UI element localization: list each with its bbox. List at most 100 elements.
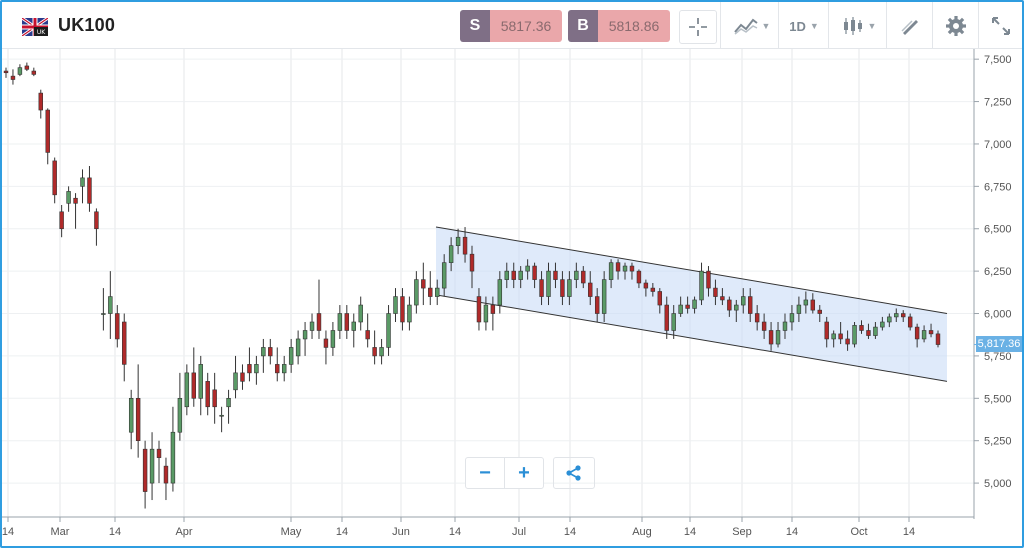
candle-body <box>866 330 871 336</box>
y-axis-tick-label: 7,250 <box>984 97 1012 109</box>
trend-channel-upper-line <box>435 226 948 315</box>
fullscreen-button[interactable] <box>986 10 1016 42</box>
candle-body <box>887 316 892 323</box>
candle-body <box>678 304 683 314</box>
candle-body <box>455 236 461 246</box>
candle-body <box>775 330 781 345</box>
candle-body <box>128 398 134 433</box>
candle-body <box>539 279 544 297</box>
candle-body <box>560 279 565 297</box>
y-axis-tick-label: 5,250 <box>984 436 1012 448</box>
candle-body <box>490 304 496 314</box>
candle-body <box>316 313 322 331</box>
sell-price: 5817.36 <box>490 10 562 42</box>
price-chart[interactable]: 7,500 7,250 7,000 6,750 6,500 6,250 6,000 5,750… <box>2 49 1022 546</box>
candle-body <box>657 291 663 306</box>
candle-body <box>149 448 155 484</box>
expand-icon <box>992 17 1010 35</box>
crosshair-icon <box>689 18 707 36</box>
candle-body <box>553 270 558 280</box>
candle-body <box>379 347 384 357</box>
last-price-label: 5,817.36 <box>976 336 1022 352</box>
candle-body <box>483 304 489 323</box>
candle-body <box>859 325 864 331</box>
toolbar-divider <box>978 2 979 48</box>
x-axis-tick-label: 14 <box>786 526 798 538</box>
candle-body <box>323 338 329 348</box>
candle-body <box>650 287 656 292</box>
x-axis-tick-label: Oct <box>850 526 867 538</box>
candle-body <box>532 265 537 280</box>
candle-body <box>205 381 210 408</box>
crosshair-button[interactable] <box>679 10 717 44</box>
buy-price: 5818.86 <box>598 10 670 42</box>
y-axis-tick-label: 6,750 <box>984 181 1012 193</box>
gear-icon <box>946 16 966 36</box>
candle-body <box>914 326 920 340</box>
x-axis-tick-label: Mar <box>51 526 70 538</box>
candle-body <box>685 304 690 309</box>
candle-body <box>768 330 774 345</box>
candle-body <box>59 211 64 230</box>
candle-body <box>414 279 419 306</box>
candle-body <box>699 270 704 301</box>
candle-body <box>817 309 822 314</box>
x-axis-tick-label: 14 <box>903 526 915 538</box>
trend-channel-fill <box>436 227 947 382</box>
y-axis-tick-label: 6,000 <box>984 309 1012 321</box>
candle-body <box>643 282 649 289</box>
chart-type-button[interactable]: ▼ <box>838 10 880 42</box>
share-button[interactable] <box>553 457 595 489</box>
candle-body <box>629 265 635 272</box>
candle-body <box>421 279 426 289</box>
x-axis-tick-label: 14 <box>564 526 576 538</box>
indicators-button[interactable]: ▼ <box>730 10 774 42</box>
candle-body <box>198 364 203 399</box>
y-axis-tick-label: 5,500 <box>984 393 1012 405</box>
candle-body <box>261 347 266 357</box>
drawing-tools-button[interactable] <box>894 10 926 42</box>
toolbar-divider <box>778 2 779 48</box>
candle-body <box>393 296 398 314</box>
candle-body <box>212 389 217 408</box>
timeframe-label: 1D <box>789 18 806 34</box>
sell-button[interactable]: S 5817.36 <box>460 10 562 42</box>
candle-body <box>894 313 899 318</box>
candle-body <box>803 299 809 306</box>
candle-body <box>497 279 503 306</box>
candle-body <box>747 296 753 314</box>
candle-body <box>163 465 169 484</box>
x-axis-tick-label: 14 <box>336 526 348 538</box>
timeframe-button[interactable]: 1D ▼ <box>786 10 822 42</box>
y-axis-tick-label: 5,750 <box>984 351 1012 363</box>
svg-text:UK: UK <box>37 29 46 36</box>
x-axis-tick-label: 14 <box>2 526 14 538</box>
candle-body <box>671 313 676 331</box>
candle-body <box>469 253 475 272</box>
zoom-in-button[interactable]: + <box>504 458 543 488</box>
candle-body <box>567 279 572 297</box>
candle-body <box>52 160 57 196</box>
buy-button[interactable]: B 5818.86 <box>568 10 670 42</box>
candle-body <box>713 287 718 297</box>
candle-body <box>337 313 343 331</box>
zoom-out-button[interactable]: − <box>479 461 491 484</box>
candle-body <box>219 414 224 417</box>
candle-body <box>706 270 711 289</box>
candle-body <box>873 326 878 336</box>
settings-button[interactable] <box>940 10 972 42</box>
candle-body <box>351 321 356 331</box>
candle-body <box>142 448 148 492</box>
candle-body <box>358 304 363 323</box>
candle-body <box>31 70 37 75</box>
x-axis-tick-label: 14 <box>109 526 121 538</box>
candle-body <box>3 70 9 74</box>
candle-body <box>184 372 190 408</box>
candle-body <box>838 333 843 340</box>
chevron-down-icon: ▼ <box>809 21 819 31</box>
candle-body <box>295 338 301 357</box>
candle-body <box>330 330 336 348</box>
candle-body <box>240 372 245 382</box>
candle-body <box>782 321 788 331</box>
candle-body <box>588 282 593 297</box>
